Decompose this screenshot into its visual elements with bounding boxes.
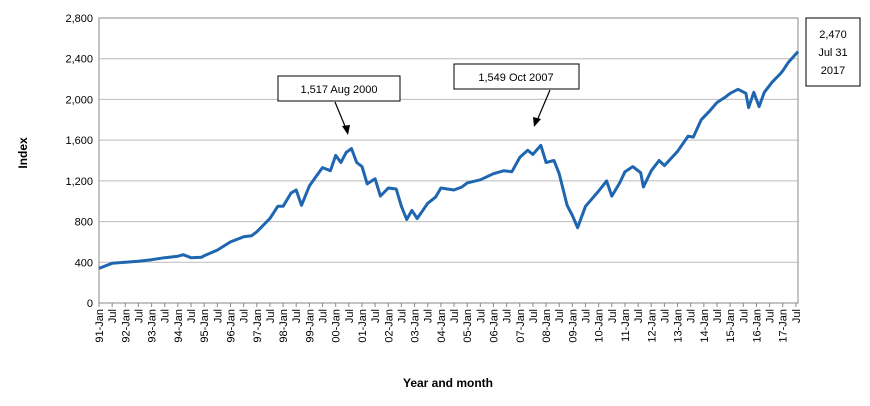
x-tick-label: 01-Jan: [357, 309, 369, 343]
x-tick-label: Jul: [554, 309, 566, 323]
x-tick-label: 03-Jan: [410, 309, 422, 343]
x-tick-label: Jul: [423, 309, 435, 323]
x-tick-label: 10-Jan: [594, 309, 606, 343]
x-tick-label: Jul: [765, 309, 777, 323]
x-tick-label: 94-Jan: [173, 309, 185, 343]
x-tick-label: 91-Jan: [94, 309, 106, 343]
annotation-arrowhead: [342, 125, 350, 135]
y-tick-labels: 0 400 800 1,200 1,600 2,000 2,400 2,800: [65, 13, 93, 310]
x-tick-label: Jul: [239, 309, 251, 323]
annotation-box: [277, 75, 401, 102]
y-tick-label: 2,000: [65, 94, 93, 106]
x-tick-label: Jul: [791, 309, 803, 323]
x-tick-label: 15-Jan: [725, 309, 737, 343]
x-tick-label: Jul: [633, 309, 645, 323]
x-tick-label: Jul: [318, 309, 330, 323]
x-tick-label: 08-Jan: [541, 309, 553, 343]
x-tick-label: Jul: [738, 309, 750, 323]
y-tick-label: 400: [75, 257, 93, 269]
annotation-text: 1,549 Oct 2007: [478, 72, 553, 84]
x-tick-label: 17-Jan: [778, 309, 790, 343]
x-tick-label: Jul: [370, 309, 382, 323]
annotation-text: 1,517 Aug 2000: [300, 84, 377, 96]
x-tick-label: Jul: [475, 309, 487, 323]
x-tick-label: 93-Jan: [147, 309, 159, 343]
end-label-box: [805, 17, 861, 87]
end-label-value: 2,470: [819, 29, 847, 41]
x-tick-label: Jul: [265, 309, 277, 323]
annotation-box: [453, 63, 580, 90]
end-label-date: Jul 31: [818, 47, 847, 59]
y-tick-label: 800: [75, 217, 93, 229]
x-tick-label: 13-Jan: [673, 309, 685, 343]
x-tick-label: Jul: [344, 309, 356, 323]
annotation-peak-2007: 1,549 Oct 2007: [453, 63, 580, 127]
x-axis-title: Year and month: [403, 376, 493, 390]
x-tick-label: 04-Jan: [436, 309, 448, 343]
x-tick-label: Jul: [107, 309, 119, 323]
x-tick-label: 07-Jan: [515, 309, 527, 343]
x-tick-label: 92-Jan: [120, 309, 132, 343]
x-tick-label: Jul: [212, 309, 224, 323]
x-tick-label: 05-Jan: [462, 309, 474, 343]
x-tick-label: Jul: [291, 309, 303, 323]
x-tick-label: 12-Jan: [646, 309, 658, 343]
y-tick-label: 1,600: [65, 135, 93, 147]
x-tick-label: Jul: [186, 309, 198, 323]
x-tick-label: 97-Jan: [252, 309, 264, 343]
x-tick-label: 02-Jan: [383, 309, 395, 343]
x-tick-label: Jul: [686, 309, 698, 323]
end-value-label: 2,470 Jul 31 2017: [805, 17, 861, 87]
x-tick-label: 98-Jan: [278, 309, 290, 343]
annotation-peak-2000: 1,517 Aug 2000: [277, 75, 401, 135]
x-tick-label: Jul: [502, 309, 514, 323]
x-tick-label: Jul: [160, 309, 172, 323]
x-tick-label: 16-Jan: [751, 309, 763, 343]
x-tick-label: 06-Jan: [488, 309, 500, 343]
x-tick-label: Jul: [607, 309, 619, 323]
y-tick-label: 0: [87, 298, 93, 310]
gridlines: [99, 58, 798, 263]
y-tick-label: 2,800: [65, 13, 93, 25]
x-tick-label: 11-Jan: [620, 309, 632, 342]
x-tick-label: 95-Jan: [199, 309, 211, 343]
y-tick-label: 2,400: [65, 54, 93, 66]
x-tick-label: Jul: [712, 309, 724, 323]
x-tick-label: 00-Jan: [331, 309, 343, 343]
x-tick-label: Jul: [396, 309, 408, 323]
x-tick-label: Jul: [133, 309, 145, 323]
x-tick-label: Jul: [659, 309, 671, 323]
x-tick-label: Jul: [528, 309, 540, 323]
y-axis-title: Index: [16, 137, 30, 169]
plot-frame: [98, 17, 799, 304]
x-tick-label: Jul: [449, 309, 461, 323]
y-tick-label: 1,200: [65, 176, 93, 188]
x-tick-label: 14-Jan: [699, 309, 711, 343]
annotation-arrow: [535, 89, 551, 124]
x-tick-label: 99-Jan: [304, 309, 316, 343]
annotation-arrowhead: [533, 117, 541, 127]
x-tick-label: Jul: [581, 309, 593, 323]
x-tick-label: 09-Jan: [567, 309, 579, 343]
end-label-year: 2017: [821, 65, 845, 77]
series-line-index: [98, 50, 800, 270]
x-tick-labels: 91-Jan Jul 92-Jan Jul 93-Jan Jul 94-Jan Jul 95-J…: [94, 303, 803, 343]
x-tick-label: 96-Jan: [225, 309, 237, 343]
